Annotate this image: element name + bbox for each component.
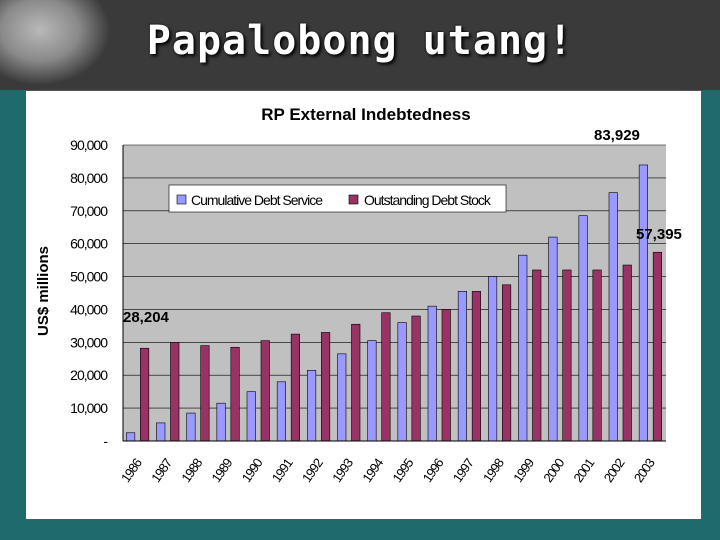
legend-swatch (348, 194, 359, 205)
x-tick-label: 1997 (450, 455, 477, 485)
x-tick-label: 1998 (480, 455, 507, 485)
bar (592, 269, 602, 442)
bar (367, 340, 377, 442)
y-tick-label: 60,000 (70, 236, 108, 252)
bar (427, 305, 437, 442)
data-annotation: 83,929 (594, 127, 640, 144)
bar (652, 251, 662, 442)
bar (307, 369, 317, 442)
y-tick-label: 10,000 (70, 400, 108, 416)
x-tick-label: 1993 (329, 455, 356, 485)
data-annotation: 28,204 (123, 309, 170, 326)
bar (186, 412, 196, 442)
bar (140, 347, 150, 442)
y-tick-label: 30,000 (70, 334, 108, 350)
bar (230, 346, 240, 442)
y-axis-label: US$ millions (35, 246, 52, 336)
bar (170, 342, 180, 442)
bar (562, 269, 572, 442)
bar (457, 291, 467, 442)
plot-area: - 10,000 20,000 30,000 40,000 50,000 60,000 70,… (70, 127, 682, 485)
y-tick-label: 50,000 (70, 269, 108, 285)
bar (321, 332, 331, 442)
x-tick-label: 1986 (118, 455, 145, 485)
bar (518, 254, 528, 442)
bar (200, 345, 210, 442)
slide-title: Papalobong utang! (146, 18, 574, 64)
x-tick-label: 1992 (299, 455, 326, 485)
legend: Cumulative Debt Service Outstanding Debt … (168, 184, 507, 213)
data-annotation: 57,395 (636, 226, 682, 243)
x-tick-label: 1989 (208, 455, 235, 485)
bar (488, 276, 498, 442)
bar (411, 315, 421, 442)
bar (381, 312, 391, 442)
bar (351, 323, 361, 442)
coins-banner (0, 0, 720, 90)
bar (337, 353, 347, 442)
x-tick-label: 1999 (510, 455, 537, 485)
bar (638, 164, 648, 442)
y-tick-label: 80,000 (70, 170, 108, 186)
x-tick-label: 2003 (631, 455, 658, 485)
bar-chart: RP External Indebtedness US$ millions -1… (35, 105, 682, 485)
bar (397, 322, 407, 442)
x-tick-label: 1995 (389, 455, 416, 485)
legend-label: Outstanding Debt Stock (364, 192, 492, 208)
chart-panel: RP External Indebtedness US$ millions -1… (25, 90, 702, 520)
x-tick-label: 1987 (148, 455, 175, 485)
x-tick-label: 2001 (570, 455, 597, 485)
bar (216, 402, 226, 442)
bar (502, 284, 512, 442)
bar (260, 340, 270, 442)
x-tick-label: 1996 (420, 455, 447, 485)
y-tick-label: 40,000 (70, 301, 108, 317)
y-tick-label: 90,000 (70, 137, 108, 153)
chart-title: RP External Indebtedness (261, 105, 470, 124)
x-tick-label: 1994 (359, 455, 386, 485)
bar (548, 236, 558, 442)
y-tick-label: 20,000 (70, 367, 108, 383)
bar (441, 309, 451, 442)
legend-label: Cumulative Debt Service (191, 192, 323, 208)
x-tick-label: 1991 (269, 455, 296, 485)
bar (608, 192, 618, 442)
bar (578, 215, 588, 442)
legend-box (168, 184, 507, 213)
y-tick-label: 70,000 (70, 203, 108, 219)
legend-swatch (176, 194, 187, 205)
y-tick-label: - (103, 433, 108, 449)
bar (532, 269, 542, 442)
bar (246, 391, 256, 442)
bar (622, 264, 632, 442)
x-tick-label: 2002 (601, 455, 628, 485)
bar (156, 422, 166, 442)
x-tick-label: 2000 (540, 455, 567, 485)
bar (276, 381, 286, 442)
bar (471, 291, 481, 442)
x-tick-label: 1988 (178, 455, 205, 485)
bar (290, 333, 300, 442)
x-tick-label: 1990 (239, 455, 266, 485)
bar (126, 432, 136, 442)
